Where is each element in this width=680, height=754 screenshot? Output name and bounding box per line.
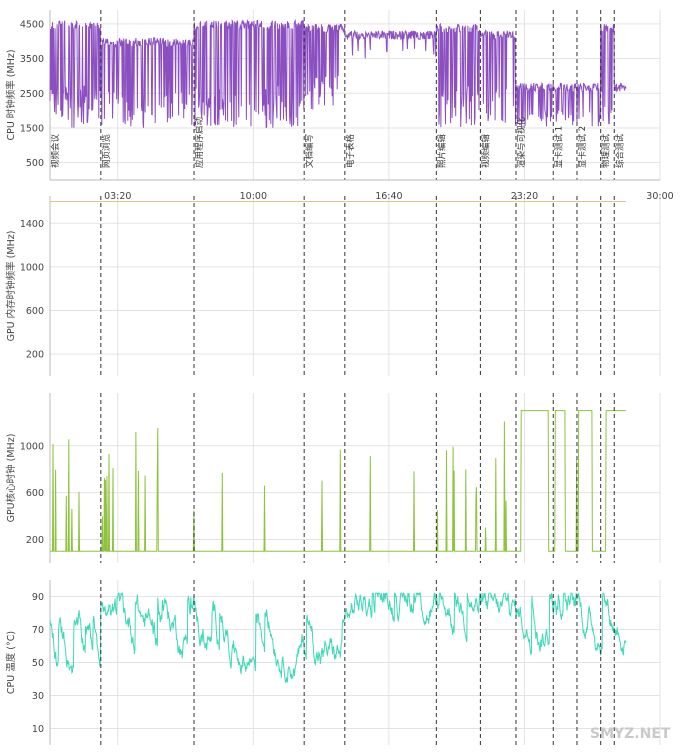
segment-label: 电子表格 bbox=[345, 133, 356, 168]
segment-label: 显卡测试 2 bbox=[577, 126, 588, 168]
segment-label: 网页浏览 bbox=[101, 134, 112, 168]
y-tick-label: 1400 bbox=[20, 219, 44, 230]
y-tick-label: 10 bbox=[32, 724, 44, 735]
y-axis-label: CPU 时钟频率 (MHz) bbox=[5, 49, 17, 140]
panel-cpu-clock: 500 1500 2500 3500 4500 CPU 时钟频率 (MHz) bbox=[5, 10, 661, 180]
chart-panels: 500 1500 2500 3500 4500 CPU 时钟频率 (MHz) 200 600 1… bbox=[5, 10, 661, 745]
segment-label: 应用程序启动 bbox=[194, 116, 205, 168]
y-axis-label: GPU 内存时钟频率 (MHz) bbox=[5, 231, 17, 342]
y-axis-label: CPU 温度 (°C) bbox=[5, 631, 17, 694]
segment-labels: 视频会议 网页浏览 应用程序启动 文档编写 电子表格 照片编辑 视频编辑 渲染与可视化 显卡测试… bbox=[50, 116, 625, 168]
y-tick-label: 50 bbox=[32, 658, 44, 669]
y-tick-label: 4500 bbox=[20, 19, 44, 30]
segment-label: 照片编辑 bbox=[436, 133, 447, 168]
segment-label: 渲染与可视化 bbox=[516, 116, 527, 168]
y-tick-label: 70 bbox=[32, 625, 44, 636]
segment-label: 物理测试 bbox=[601, 133, 612, 168]
series-line-cpu-clock bbox=[49, 18, 627, 129]
y-tick-label: 200 bbox=[26, 350, 44, 361]
y-tick-label: 90 bbox=[32, 592, 44, 603]
y-tick-label: 1000 bbox=[20, 262, 44, 273]
series-line-cpu-temp bbox=[49, 591, 627, 683]
y-tick-label: 30 bbox=[32, 691, 44, 702]
segment-label: 显卡测试 1 bbox=[553, 126, 564, 168]
segment-label: 文档编写 bbox=[304, 134, 315, 168]
y-tick-label: 1000 bbox=[20, 441, 44, 452]
x-axis: 03:20 10:00 16:40 23:20 30:00 bbox=[50, 179, 674, 202]
y-tick-label: 600 bbox=[26, 488, 44, 499]
x-tick-label: 30:00 bbox=[646, 191, 673, 202]
x-tick-label: 16:40 bbox=[375, 191, 402, 202]
y-axis-label: GPU核心时钟 (MHz) bbox=[5, 434, 17, 523]
y-tick-label: 500 bbox=[26, 158, 44, 169]
y-tick-label: 1500 bbox=[20, 123, 44, 134]
x-tick-label: 03:20 bbox=[104, 191, 131, 202]
x-tick-label: 23:20 bbox=[511, 191, 538, 202]
y-tick-label: 3500 bbox=[20, 54, 44, 65]
segment-label: 视频编辑 bbox=[480, 133, 491, 168]
x-tick-label: 10:00 bbox=[240, 191, 267, 202]
y-tick-label: 2500 bbox=[20, 89, 44, 100]
panel-cpu-temp: 10 30 50 70 90 CPU 温度 (°C) bbox=[5, 580, 661, 745]
segment-label: 综合测试 bbox=[614, 133, 625, 168]
watermark: SMYZ.NET bbox=[590, 726, 671, 742]
series-line-gpu-core bbox=[50, 410, 626, 552]
y-tick-label: 200 bbox=[26, 535, 44, 546]
segment-label: 视频会议 bbox=[50, 133, 61, 168]
y-tick-label: 600 bbox=[26, 306, 44, 317]
